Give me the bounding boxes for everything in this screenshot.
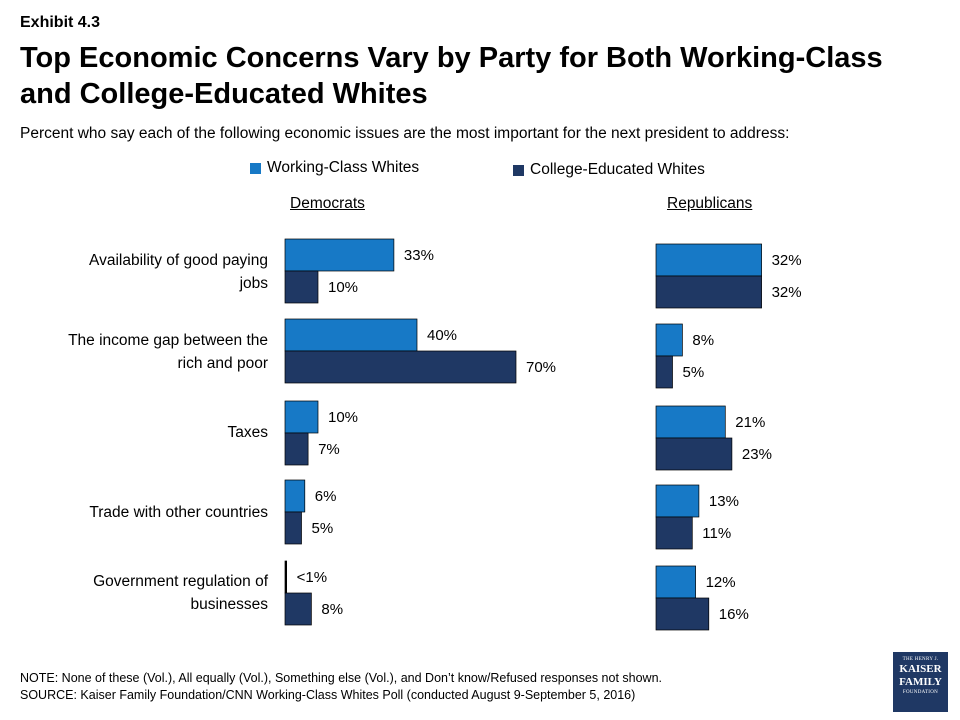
footnotes: NOTE: None of these (Vol.), All equally …	[20, 670, 880, 704]
data-label: 11%	[702, 525, 731, 542]
bar-democrats-working-class	[284, 318, 418, 352]
data-label: 5%	[683, 364, 705, 381]
category-label-jobs: Availability of good paying jobs	[20, 249, 268, 295]
chart-subtitle: Percent who say each of the following ec…	[20, 125, 790, 142]
data-label: <1%	[297, 569, 327, 586]
data-label: 10%	[328, 409, 358, 426]
data-label: 40%	[427, 327, 457, 344]
category-label-taxes: Taxes	[20, 421, 269, 444]
legend-swatch-working-class	[250, 162, 261, 174]
category-label-regulation: Government regulation of businesses	[20, 570, 268, 616]
bar-republicans-college-educated	[655, 437, 733, 471]
bar-republicans-college-educated	[655, 597, 710, 631]
data-label: 10%	[328, 279, 358, 296]
panel-title-democrats: Democrats	[290, 195, 365, 212]
logo-line: KAISER	[899, 663, 942, 675]
exhibit-label: Exhibit 4.3	[20, 14, 101, 31]
category-label-income-gap: The income gap between the rich and poor	[20, 329, 268, 375]
data-label: 13%	[709, 493, 739, 510]
logo-line: FAMILY	[899, 676, 942, 688]
bar-democrats-working-class	[284, 400, 319, 434]
data-label: 70%	[526, 359, 556, 376]
data-label: 33%	[404, 247, 434, 264]
category-label-line: Taxes	[227, 424, 269, 441]
data-label: 21%	[735, 414, 765, 431]
note-text: NOTE: None of these (Vol.), All equally …	[20, 671, 662, 685]
chart-title: Top Economic Concerns Vary by Party for …	[20, 42, 883, 110]
bar-republicans-working-class	[655, 243, 762, 277]
legend-item-working-class: Working-Class Whites	[250, 158, 419, 178]
category-label-line: Trade with other countries	[89, 504, 268, 521]
panel-title-republicans: Republicans	[667, 195, 753, 212]
bar-democrats-working-class	[284, 560, 287, 594]
legend-label-working-class: Working-Class Whites	[267, 159, 420, 176]
data-label: 8%	[692, 332, 714, 349]
logo-line: THE HENRY J.	[902, 657, 939, 662]
legend-item-college-educated: College-Educated Whites	[513, 160, 705, 180]
bar-republicans-working-class	[655, 565, 696, 599]
data-label: 32%	[772, 284, 802, 301]
bar-republicans-working-class	[655, 405, 726, 439]
data-label: 7%	[318, 441, 340, 458]
data-label: 12%	[706, 574, 736, 591]
data-label: 23%	[742, 446, 772, 463]
bar-republicans-working-class	[655, 323, 683, 357]
data-label: 32%	[772, 252, 802, 269]
bar-republicans-college-educated	[655, 516, 693, 550]
bar-democrats-working-class	[284, 479, 306, 513]
source-text: SOURCE: Kaiser Family Foundation/CNN Wor…	[20, 688, 636, 702]
bar-republicans-college-educated	[655, 355, 673, 389]
logo-line: FOUNDATION	[902, 690, 939, 695]
bar-republicans-working-class	[655, 484, 700, 518]
bar-democrats-college-educated	[284, 432, 309, 466]
legend-label-college-educated: College-Educated Whites	[530, 161, 705, 178]
category-label-line: Availability of good paying	[89, 252, 268, 269]
legend-swatch-college-educated	[513, 164, 524, 176]
kff-logo: THE HENRY J. KAISER FAMILY FOUNDATION	[893, 652, 948, 712]
bar-democrats-working-class	[284, 238, 395, 272]
data-label: 16%	[719, 606, 749, 623]
category-label-trade: Trade with other countries	[20, 501, 268, 524]
bar-democrats-college-educated	[284, 350, 517, 384]
category-label-line: jobs	[239, 275, 268, 292]
data-label: 5%	[312, 520, 334, 537]
bar-democrats-college-educated	[284, 592, 312, 626]
data-label: 8%	[321, 601, 343, 618]
category-label-line: businesses	[190, 596, 268, 613]
bar-republicans-college-educated	[655, 275, 762, 309]
category-label-line: The income gap between the	[68, 332, 268, 349]
category-label-line: Government regulation of	[93, 573, 268, 590]
bar-democrats-college-educated	[284, 270, 319, 304]
data-label: 6%	[315, 488, 337, 505]
bar-democrats-college-educated	[284, 511, 302, 545]
category-label-line: rich and poor	[177, 355, 268, 372]
